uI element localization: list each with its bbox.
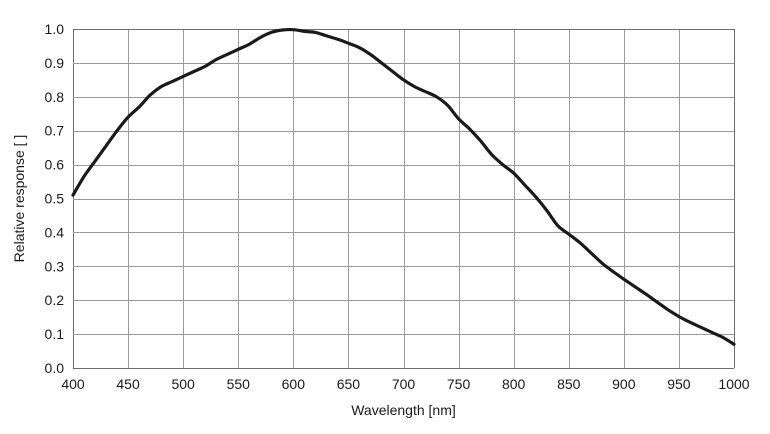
x-tick-label: 600 (282, 376, 306, 392)
response-curve (71, 27, 736, 346)
y-tick-label: 0.0 (45, 360, 65, 376)
y-tick-label: 0.9 (45, 55, 65, 71)
y-tick-label: 0.5 (45, 191, 65, 207)
x-tick-label: 700 (392, 376, 416, 392)
x-tick-label: 800 (502, 376, 526, 392)
series-layer (71, 27, 736, 346)
x-tick-label: 450 (116, 376, 140, 392)
y-tick-label: 0.4 (45, 224, 65, 240)
x-tick-label: 500 (171, 376, 195, 392)
x-axis-ticks: 400 450 500 550 600 650 700 750 800 850 900 950 1000 (61, 376, 749, 392)
x-tick-label: 900 (612, 376, 636, 392)
x-axis-title: Wavelength [nm] (351, 402, 456, 418)
y-tick-label: 0.3 (45, 258, 65, 274)
x-tick-label: 850 (557, 376, 581, 392)
x-tick-label: 1000 (718, 376, 749, 392)
y-tick-label: 0.7 (45, 123, 65, 139)
x-tick-label: 550 (227, 376, 251, 392)
grid (73, 29, 735, 369)
x-tick-label: 650 (337, 376, 361, 392)
y-tick-label: 0.2 (45, 292, 65, 308)
y-tick-label: 0.6 (45, 157, 65, 173)
x-tick-label: 950 (667, 376, 691, 392)
y-tick-label: 0.1 (45, 326, 65, 342)
y-axis-title: Relative response [ ] (11, 135, 27, 263)
y-axis-ticks: 0.0 0.1 0.2 0.3 0.4 0.5 0.6 0.7 0.8 0.9 1.0 (45, 21, 65, 376)
y-tick-label: 0.8 (45, 89, 65, 105)
y-tick-label: 1.0 (45, 21, 65, 37)
x-tick-label: 750 (447, 376, 471, 392)
x-tick-label: 400 (61, 376, 85, 392)
